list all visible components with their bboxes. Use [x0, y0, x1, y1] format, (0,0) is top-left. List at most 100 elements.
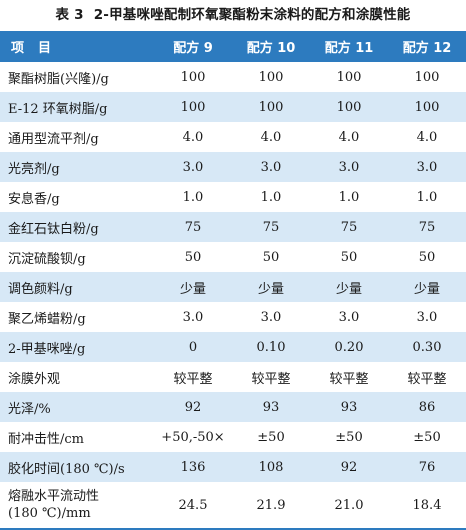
table-cell: 50 [262, 249, 280, 265]
table-number: 表 3 [55, 7, 84, 23]
table-cell: 3.0 [154, 152, 232, 182]
row-label: 胶化时间(180 ℃)/s [0, 452, 154, 482]
table-row: 通用型流平剂/g 4.0 4.0 4.0 4.0 [0, 122, 466, 152]
table-row: 胶化时间(180 ℃)/s 136 108 92 76 [0, 452, 466, 482]
table-cell: 100 [180, 69, 206, 85]
table-cell: 50 [418, 249, 436, 265]
row-label: 调色颜料/g [0, 272, 154, 302]
table-row: 聚酯树脂(兴隆)/g 100 100 100 100 [0, 62, 466, 92]
table-cell: 4.0 [338, 129, 360, 145]
table-cell: 3.0 [388, 152, 466, 182]
table-row: 沉淀硫酸钡/g 50 50 50 50 [0, 242, 466, 272]
table-cell: 92 [310, 452, 388, 482]
table-cell: +50,-50× [161, 429, 225, 445]
table-cell: 21.0 [334, 497, 364, 513]
table-row: 涂膜外观 较平整 较平整 较平整 较平整 [0, 362, 466, 392]
table-cell: 1.0 [338, 189, 360, 205]
table-cell: 100 [154, 92, 232, 122]
table-cell: 75 [388, 212, 466, 242]
table-cell: 少量 [388, 272, 466, 302]
table-cell: 4.0 [182, 129, 204, 145]
table-cell: 1.0 [260, 189, 282, 205]
table-cell: 100 [258, 69, 284, 85]
table-cell: 较平整 [329, 371, 369, 387]
table-row: 安息香/g 1.0 1.0 1.0 1.0 [0, 182, 466, 212]
table-row: 光亮剂/g 3.0 3.0 3.0 3.0 [0, 152, 466, 182]
table-cell: 100 [388, 92, 466, 122]
table-cell: 93 [310, 392, 388, 422]
row-label: 安息香/g [8, 191, 60, 207]
table-row: 调色颜料/g 少量 少量 少量 少量 [0, 272, 466, 302]
table-cell: 4.0 [416, 129, 438, 145]
table-cell: 3.0 [232, 152, 310, 182]
table-cell: 较平整 [407, 371, 447, 387]
table-cell: 少量 [310, 272, 388, 302]
row-label: 聚酯树脂(兴隆)/g [8, 71, 109, 87]
table-cell: 较平整 [173, 371, 213, 387]
table-cell: 100 [232, 92, 310, 122]
header-item: 项目 [0, 31, 154, 62]
table-cell: 100 [310, 92, 388, 122]
table-cell: ±50 [413, 429, 441, 445]
table-cell: 1.0 [182, 189, 204, 205]
table-row: 耐冲击性/cm +50,-50× ±50 ±50 ±50 [0, 422, 466, 452]
table-row: E-12 环氧树脂/g 100 100 100 100 [0, 92, 466, 122]
table-cell: 50 [184, 249, 202, 265]
row-label: 光泽/% [0, 392, 154, 422]
table-cell: 18.4 [412, 497, 442, 513]
header-formula-11: 配方 11 [310, 31, 388, 62]
row-label: 光亮剂/g [0, 152, 154, 182]
table-cell: 50 [340, 249, 358, 265]
table-cell: 76 [388, 452, 466, 482]
table-cell: 4.0 [260, 129, 282, 145]
row-label: 耐冲击性/cm [8, 431, 84, 447]
table-cell: ±50 [257, 429, 285, 445]
table-cell: 1.0 [416, 189, 438, 205]
row-label-line1: 熔融水平流动性 [8, 489, 100, 504]
table-cell: 3.0 [182, 309, 204, 325]
row-label: 金红石钛白粉/g [0, 212, 154, 242]
table-cell: 100 [414, 69, 440, 85]
table-title: 2-甲基咪唑配制环氧聚酯粉末涂料的配方和涂膜性能 [93, 7, 411, 23]
table-cell: ±50 [335, 429, 363, 445]
formula-table: 项目 配方 9 配方 10 配方 11 配方 12 聚酯树脂(兴隆)/g 100… [0, 31, 466, 528]
table-cell: 75 [154, 212, 232, 242]
table-cell: 86 [388, 392, 466, 422]
table-cell: 较平整 [251, 371, 291, 387]
table-row: 金红石钛白粉/g 75 75 75 75 [0, 212, 466, 242]
table-cell: 0.30 [388, 332, 466, 362]
header-formula-9: 配方 9 [154, 31, 232, 62]
header-row: 项目 配方 9 配方 10 配方 11 配方 12 [0, 31, 466, 62]
row-label: 聚乙烯蜡粉/g [8, 311, 86, 327]
table-row: 光泽/% 92 93 93 86 [0, 392, 466, 422]
table-cell: 3.0 [338, 309, 360, 325]
table-cell: 少量 [154, 272, 232, 302]
row-label: 涂膜外观 [8, 371, 61, 387]
row-label: 沉淀硫酸钡/g [8, 251, 86, 267]
table-cell: 0.20 [310, 332, 388, 362]
table-cell: 93 [232, 392, 310, 422]
row-label: 2-甲基咪唑/g [0, 332, 154, 362]
row-label-line2: (180 ℃)/mm [8, 506, 91, 521]
table-cell: 3.0 [310, 152, 388, 182]
header-formula-10: 配方 10 [232, 31, 310, 62]
table-cell: 75 [232, 212, 310, 242]
table-cell: 3.0 [260, 309, 282, 325]
table-row: 聚乙烯蜡粉/g 3.0 3.0 3.0 3.0 [0, 302, 466, 332]
row-label: 通用型流平剂/g [8, 131, 99, 147]
table-cell: 100 [336, 69, 362, 85]
table-cell: 少量 [232, 272, 310, 302]
table-cell: 21.9 [256, 497, 286, 513]
table-caption: 表 3 2-甲基咪唑配制环氧聚酯粉末涂料的配方和涂膜性能 [0, 0, 466, 31]
table-cell: 75 [310, 212, 388, 242]
header-formula-12: 配方 12 [388, 31, 466, 62]
table-cell: 92 [154, 392, 232, 422]
table-cell: 108 [232, 452, 310, 482]
table-cell: 3.0 [416, 309, 438, 325]
table-cell: 136 [154, 452, 232, 482]
table-row: 2-甲基咪唑/g 0 0.10 0.20 0.30 [0, 332, 466, 362]
table-cell: 0 [154, 332, 232, 362]
row-label: E-12 环氧树脂/g [0, 92, 154, 122]
row-label: 熔融水平流动性 (180 ℃)/mm [0, 482, 154, 528]
